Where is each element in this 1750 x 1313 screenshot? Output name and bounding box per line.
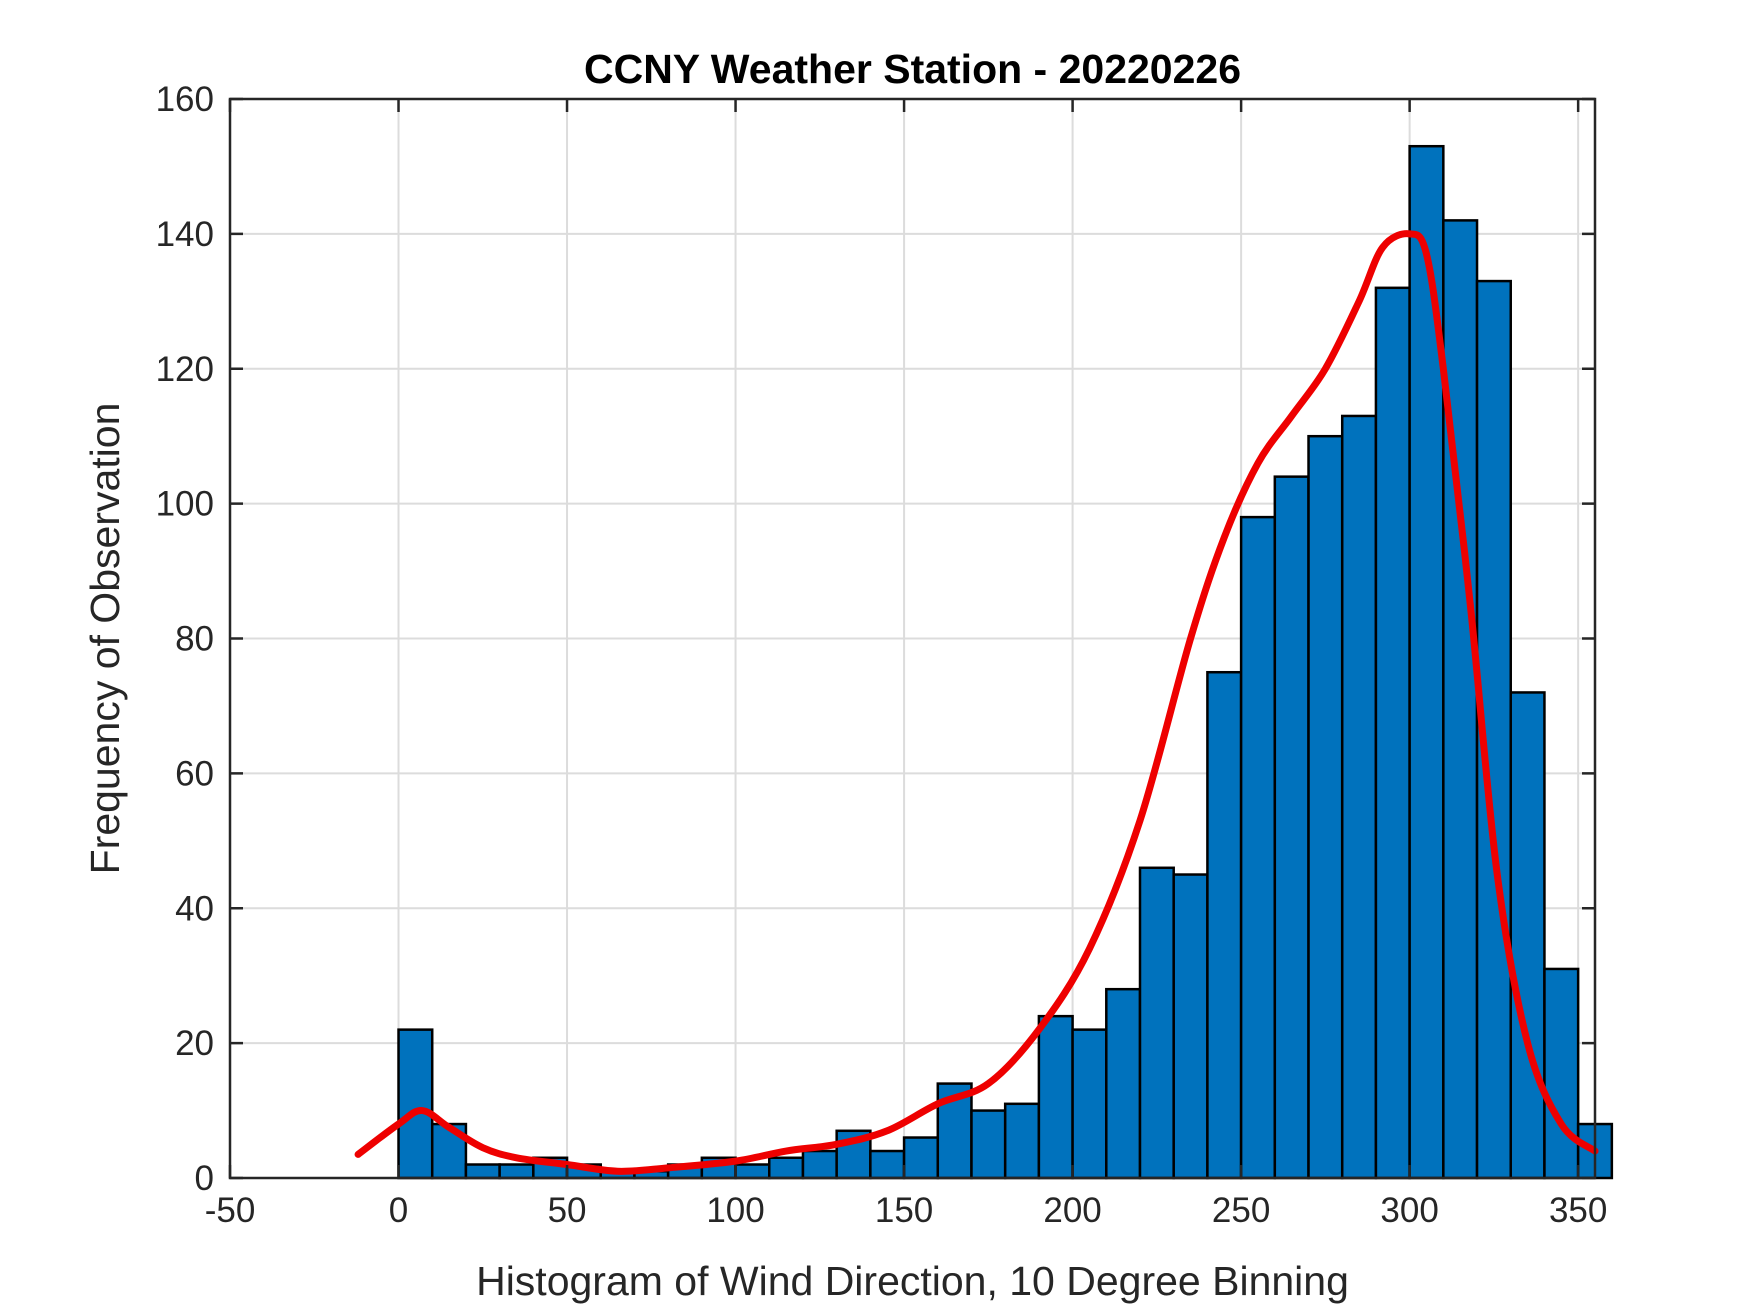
histogram-bar: [1340, 414, 1378, 1180]
y-tick-label: 80: [175, 620, 214, 659]
x-tick-label: 250: [1212, 1191, 1270, 1230]
y-tick-label: 140: [156, 215, 214, 254]
x-tick-label: 200: [1043, 1191, 1101, 1230]
histogram-bar: [1037, 1014, 1074, 1180]
y-tick-label: 120: [156, 350, 214, 389]
histogram-bar: [801, 1149, 838, 1180]
histogram-bar: [902, 1136, 940, 1180]
histogram-bar: [397, 1028, 434, 1180]
histogram-bar: [734, 1163, 771, 1180]
histogram-bar: [1105, 987, 1142, 1180]
y-tick-label: 20: [175, 1024, 214, 1063]
histogram-bar: [1307, 434, 1344, 1180]
x-tick-label: 100: [706, 1191, 764, 1230]
histogram-bar: [1374, 286, 1411, 1180]
histogram-bar: [498, 1163, 535, 1180]
x-tick-label: -50: [205, 1191, 256, 1230]
histogram-bar: [464, 1163, 501, 1180]
x-tick-label: 0: [389, 1191, 408, 1230]
histogram-bar: [768, 1156, 805, 1180]
histogram-bar: [1003, 1102, 1041, 1180]
y-tick-label: 0: [195, 1159, 214, 1198]
y-tick-label: 100: [156, 485, 214, 524]
histogram-bar: [1509, 691, 1546, 1180]
x-tick-label: 150: [875, 1191, 933, 1230]
x-tick-labels: -50 0 50 100 150 200 250 300 350: [205, 1191, 1608, 1230]
histogram-bar: [1206, 670, 1243, 1180]
x-tick-label: 300: [1380, 1191, 1438, 1230]
histogram-bar: [869, 1149, 906, 1180]
chart-title: CCNY Weather Station - 20220226: [584, 46, 1241, 92]
histogram-bar: [1071, 1028, 1108, 1180]
histogram-bar: [1442, 219, 1479, 1180]
y-tick-labels: 0 20 40 60 80 100 120 140 160: [156, 80, 214, 1198]
x-axis-label: Histogram of Wind Direction, 10 Degree B…: [476, 1258, 1349, 1304]
density-curve: [354, 230, 1599, 1175]
y-tick-label: 60: [175, 754, 214, 793]
x-tick-label: 50: [548, 1191, 587, 1230]
histogram-bar: [1408, 144, 1445, 1180]
histogram-bars: [397, 144, 1614, 1180]
y-tick-label: 160: [156, 80, 214, 119]
y-tick-label: 40: [175, 889, 214, 928]
axis-ticks: [228, 97, 1595, 1180]
histogram-bar: [1172, 873, 1209, 1180]
y-axis-label: Frequency of Observation: [82, 403, 128, 875]
histogram-bar: [430, 1122, 468, 1180]
histogram-bar: [1273, 475, 1310, 1180]
histogram-bar: [970, 1109, 1007, 1180]
x-tick-label: 350: [1549, 1191, 1607, 1230]
histogram-bar: [1138, 866, 1175, 1180]
histogram-bar: [1543, 967, 1580, 1180]
histogram-bar: [1239, 515, 1277, 1180]
